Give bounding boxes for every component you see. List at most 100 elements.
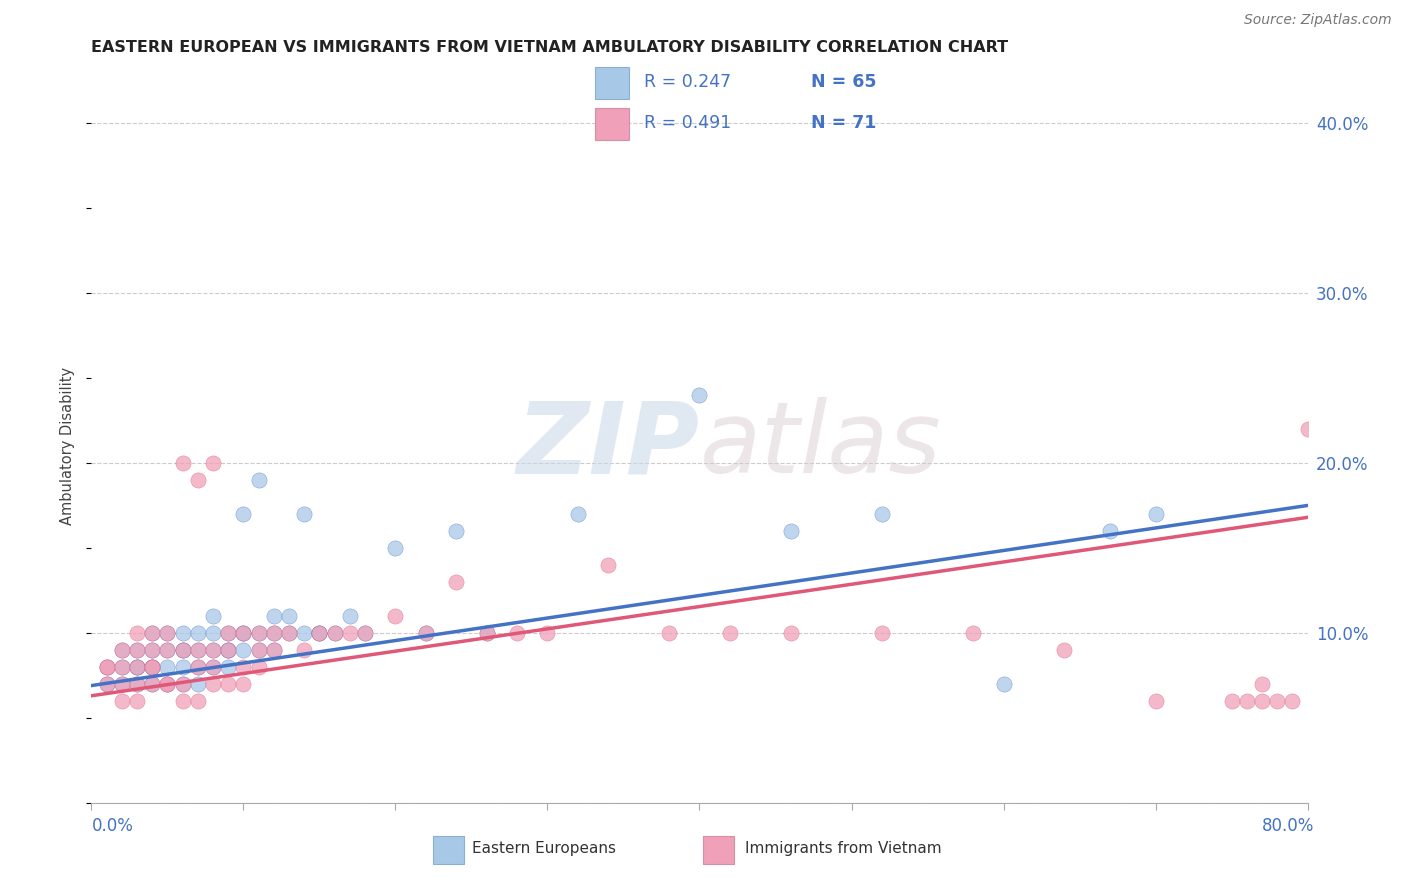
Point [292, 507, 315, 521]
Point [96, 677, 118, 691]
Point [993, 677, 1015, 691]
Point [202, 456, 225, 470]
Point [187, 643, 209, 657]
Text: 0.0%: 0.0% [91, 817, 134, 835]
Point [111, 677, 134, 691]
Point [263, 626, 285, 640]
Point [962, 626, 984, 640]
Point [141, 677, 163, 691]
Text: ZIP: ZIP [516, 398, 699, 494]
Point [232, 626, 254, 640]
Point [141, 660, 163, 674]
Point [292, 643, 315, 657]
Point [870, 507, 893, 521]
Point [444, 524, 467, 538]
Point [1053, 643, 1076, 657]
Point [202, 608, 225, 623]
Point [1098, 524, 1121, 538]
Point [263, 643, 285, 657]
Point [1251, 677, 1274, 691]
Point [125, 660, 148, 674]
Text: Immigrants from Vietnam: Immigrants from Vietnam [745, 841, 942, 856]
Point [172, 626, 194, 640]
FancyBboxPatch shape [595, 108, 628, 140]
Point [1281, 694, 1303, 708]
Point [247, 626, 270, 640]
Point [278, 608, 301, 623]
Point [1220, 694, 1243, 708]
Text: N = 71: N = 71 [811, 114, 876, 132]
Point [475, 626, 498, 640]
Point [217, 643, 239, 657]
Point [96, 660, 118, 674]
FancyBboxPatch shape [433, 837, 464, 863]
Point [217, 626, 239, 640]
Point [339, 608, 361, 623]
Point [1144, 507, 1167, 521]
Point [187, 660, 209, 674]
Point [354, 626, 377, 640]
Point [323, 626, 346, 640]
Point [1251, 694, 1274, 708]
Text: atlas: atlas [699, 398, 941, 494]
Point [217, 643, 239, 657]
Point [598, 558, 620, 572]
Point [141, 643, 163, 657]
Point [156, 677, 179, 691]
Point [415, 626, 437, 640]
Point [308, 626, 330, 640]
Point [217, 626, 239, 640]
Point [96, 660, 118, 674]
Point [718, 626, 741, 640]
Point [658, 626, 681, 640]
Text: Source: ZipAtlas.com: Source: ZipAtlas.com [1244, 13, 1392, 28]
Point [141, 660, 163, 674]
Point [1296, 422, 1319, 436]
Point [247, 643, 270, 657]
Point [172, 660, 194, 674]
Point [384, 541, 406, 555]
Point [125, 626, 148, 640]
Point [125, 660, 148, 674]
Point [536, 626, 558, 640]
Point [111, 677, 134, 691]
Point [1236, 694, 1258, 708]
Text: Eastern Europeans: Eastern Europeans [472, 841, 616, 856]
Point [187, 694, 209, 708]
FancyBboxPatch shape [703, 837, 734, 863]
Point [232, 660, 254, 674]
Point [156, 677, 179, 691]
Text: N = 65: N = 65 [811, 73, 877, 91]
Point [688, 388, 710, 402]
Point [187, 626, 209, 640]
Point [278, 626, 301, 640]
Point [779, 626, 801, 640]
FancyBboxPatch shape [595, 67, 628, 99]
Point [217, 677, 239, 691]
Point [217, 643, 239, 657]
Point [202, 626, 225, 640]
Point [156, 677, 179, 691]
Point [1144, 694, 1167, 708]
Text: R = 0.491: R = 0.491 [644, 114, 731, 132]
Point [202, 677, 225, 691]
Point [202, 660, 225, 674]
Point [125, 643, 148, 657]
Point [172, 694, 194, 708]
Point [339, 626, 361, 640]
Point [111, 694, 134, 708]
Point [354, 626, 377, 640]
Point [141, 626, 163, 640]
Point [217, 660, 239, 674]
Point [187, 473, 209, 487]
Point [125, 677, 148, 691]
Point [444, 574, 467, 589]
Point [172, 643, 194, 657]
Point [156, 643, 179, 657]
Point [125, 677, 148, 691]
Point [415, 626, 437, 640]
Point [156, 626, 179, 640]
Point [567, 507, 589, 521]
Point [172, 456, 194, 470]
Point [111, 660, 134, 674]
